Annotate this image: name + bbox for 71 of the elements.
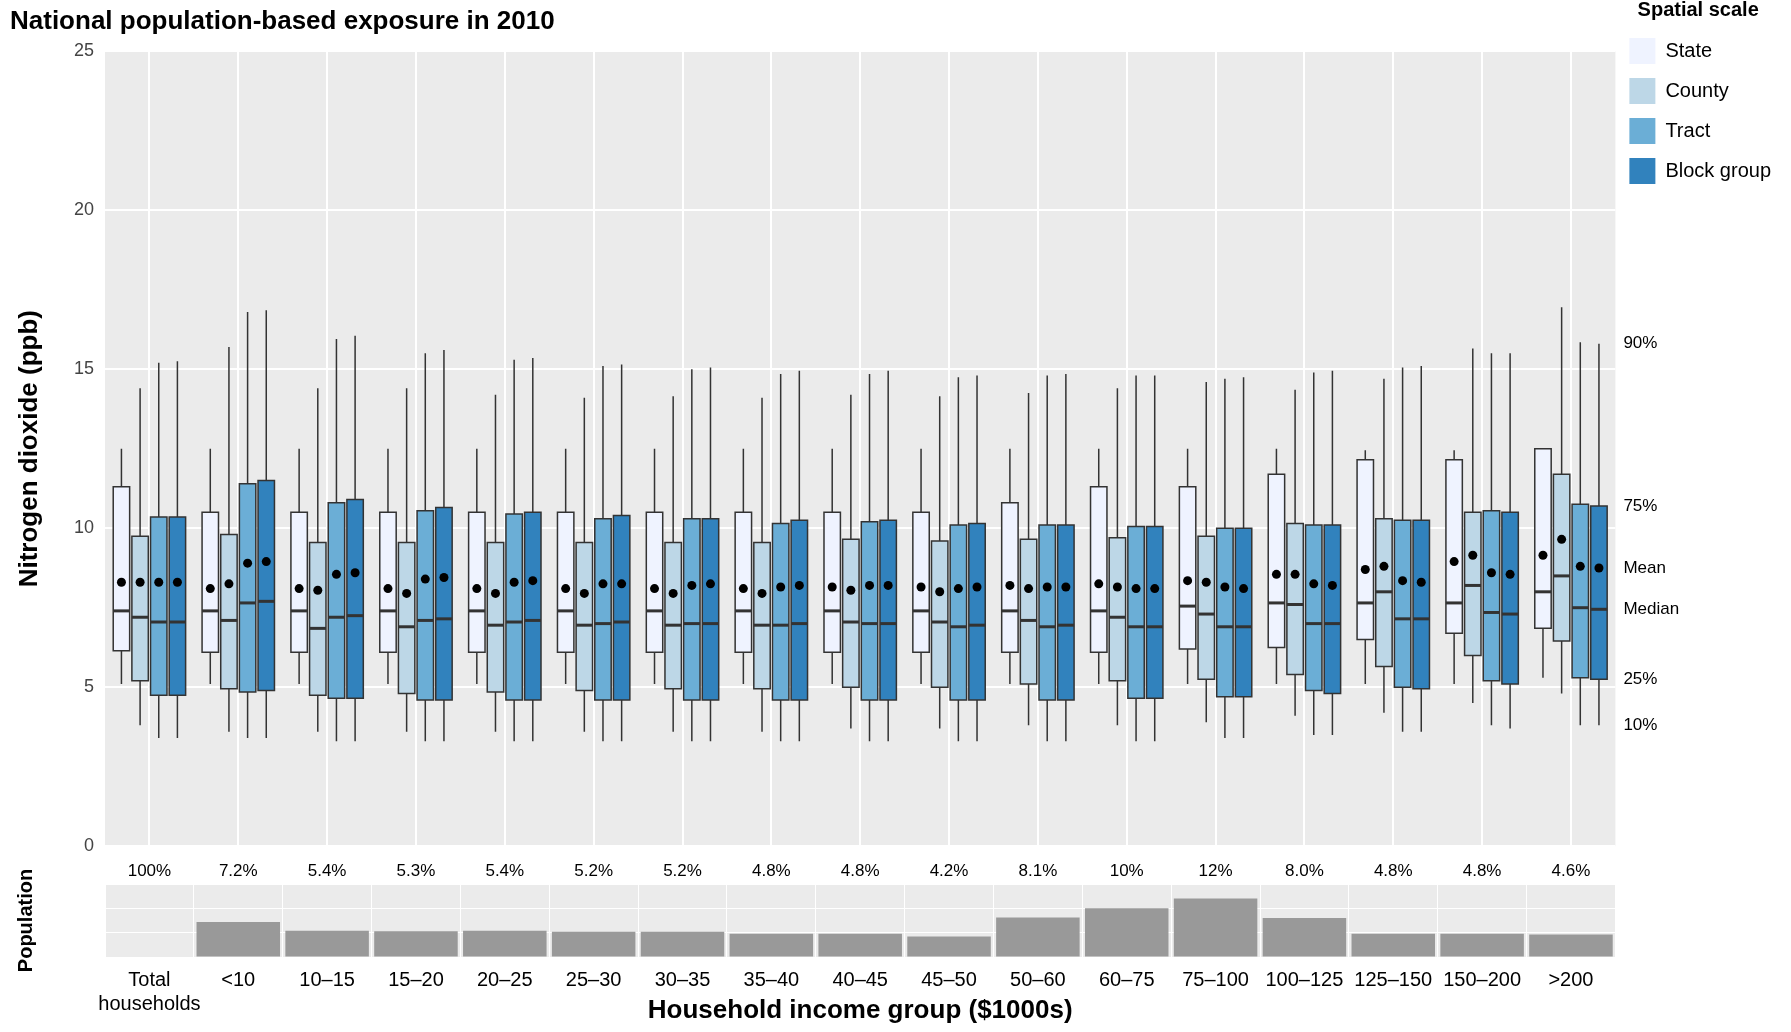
x-tick-label: 35–40 (743, 967, 800, 990)
bar (1351, 933, 1436, 957)
text: Mean (1623, 557, 1666, 577)
data-label: 5.2% (663, 861, 702, 881)
bar (374, 931, 458, 957)
text: 100% (127, 861, 172, 881)
data-label: 8.1% (1018, 861, 1058, 881)
data-label: 10% (1109, 861, 1144, 881)
bar (818, 933, 902, 957)
y-tick-label: 25 (73, 40, 94, 61)
legend-label: Tract (1665, 118, 1711, 141)
x-tick-label: 30–35 (654, 967, 711, 990)
x-tick-label: 25–30 (565, 967, 622, 990)
text: 75% (1623, 495, 1658, 515)
data-label: 5.3% (396, 861, 436, 881)
x-tick-label: 125–150 (1354, 967, 1433, 990)
data-label: 4.6% (1551, 861, 1591, 881)
text: 10% (1623, 715, 1658, 735)
x-axis-title: Household income group ($1000s) (647, 993, 1073, 1024)
x-tick-label: 15–20 (388, 967, 444, 990)
legend-label: Block group (1665, 158, 1772, 181)
text: 25% (1623, 668, 1658, 688)
x-tick-label: 10–15 (299, 967, 355, 990)
x-tick-label: 40–45 (832, 967, 888, 990)
x-tick-label: 60–75 (1098, 967, 1155, 990)
data-label: 5.4% (307, 861, 347, 881)
data-label: 4.8% (1373, 861, 1413, 881)
bar (285, 930, 369, 957)
y-tick-label: 0 (83, 835, 94, 856)
chart-title: National population-based exposure in 2010 (10, 4, 555, 35)
y-tick-label: 10 (73, 517, 94, 538)
bar (1262, 918, 1347, 957)
data-label: 4.8% (840, 861, 880, 881)
text: Median (1623, 598, 1680, 618)
x-tick-label: 75–100 (1182, 967, 1249, 990)
data-label: 8.0% (1285, 861, 1324, 881)
bar (1440, 933, 1524, 957)
y-axis-title: Population (13, 868, 36, 973)
x-tick-label: 45–50 (921, 967, 977, 990)
data-label: 4.8% (1462, 861, 1502, 881)
bar (729, 933, 814, 957)
x-tick-label: 20–25 (477, 967, 533, 990)
bar (996, 917, 1080, 957)
legend-title: Spatial scale (1637, 0, 1759, 20)
x-tick-label: <10 (221, 967, 256, 990)
bar (1529, 934, 1613, 957)
data-label: 5.2% (574, 861, 614, 881)
y-tick-label: 20 (73, 199, 94, 220)
x-tick-label: Total households (98, 967, 201, 1014)
bar (463, 930, 547, 957)
legend-label: County (1665, 78, 1729, 101)
x-tick-label: 150–200 (1443, 967, 1522, 990)
legend-label: State (1665, 38, 1713, 61)
data-label: 4.2% (929, 861, 969, 881)
bar (1084, 908, 1169, 957)
bar (551, 931, 636, 957)
bar (1173, 898, 1258, 957)
data-label: 12% (1198, 861, 1233, 881)
bar (640, 931, 725, 957)
text: 90% (1623, 333, 1658, 353)
data-label: 4.8% (751, 861, 791, 881)
y-axis-title: Nitrogen dioxide (ppb) (12, 310, 43, 588)
data-label: 7.2% (218, 861, 258, 881)
y-tick-label: 5 (83, 676, 94, 697)
y-tick-label: 15 (73, 358, 94, 379)
x-tick-label: 50–60 (1010, 967, 1066, 990)
x-tick-label: >200 (1548, 967, 1594, 990)
x-tick-label: 100–125 (1265, 967, 1344, 990)
bar (196, 921, 281, 957)
bar (907, 936, 991, 957)
data-label: 5.4% (485, 861, 525, 881)
